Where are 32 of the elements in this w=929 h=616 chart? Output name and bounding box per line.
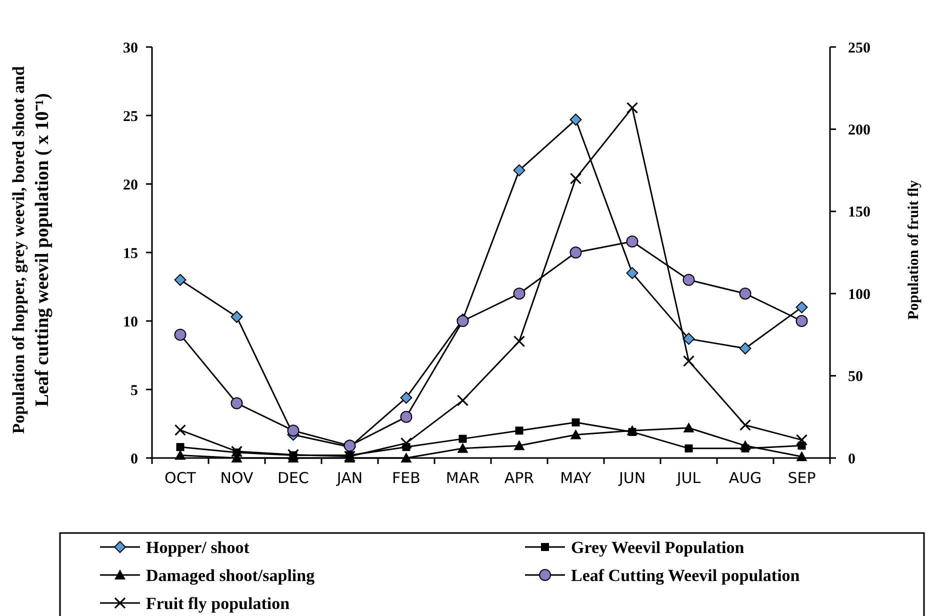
x-tick-label: MAR [446,469,480,487]
x-tick-label: AUG [728,469,762,487]
x-tick-label: SEP [788,469,816,487]
y-axis-title: Population of hopper, grey weevil, bored shoot and Leaf cutting weevil population ( x 10⁻¹) [9,66,53,434]
x-tick-label: DEC [277,469,310,487]
y2-axis-title: Population of fruit fly [906,180,922,320]
y2-tick-label: 250 [848,40,870,56]
x-tick-label: MAY [560,469,592,487]
x-tick-label: JAN [336,469,363,487]
y-tick-label: 10 [123,314,138,330]
y-tick-label: 25 [123,108,138,125]
y2-tick-label: 50 [848,369,863,386]
x-tick-label: OCT [164,469,197,487]
y-tick-label: 15 [123,246,138,262]
y-tick-label: 30 [123,40,138,56]
x-tick-label: JUL [676,469,702,487]
legend-label: Grey Weevil Population [571,538,745,557]
y2-tick-label: 150 [848,204,870,221]
x-tick-label: NOV [220,469,254,487]
y2-tick-label: 0 [848,451,856,468]
legend-label: Fruit fly population [146,594,290,613]
legend-label: Hopper/ shoot [146,538,250,557]
y2-tick-label: 200 [848,122,870,138]
y2-tick-label: 100 [848,286,870,303]
y-tick-label: 5 [130,382,138,399]
y-tick-label: 20 [123,177,138,194]
legend-label: Leaf Cutting Weevil population [571,566,800,585]
y-tick-label: 0 [130,451,138,468]
x-tick-label: FEB [392,469,420,487]
x-tick-label: JUN [618,469,646,487]
x-tick-label: APR [504,469,534,487]
legend-label: Damaged shoot/sapling [146,566,316,585]
